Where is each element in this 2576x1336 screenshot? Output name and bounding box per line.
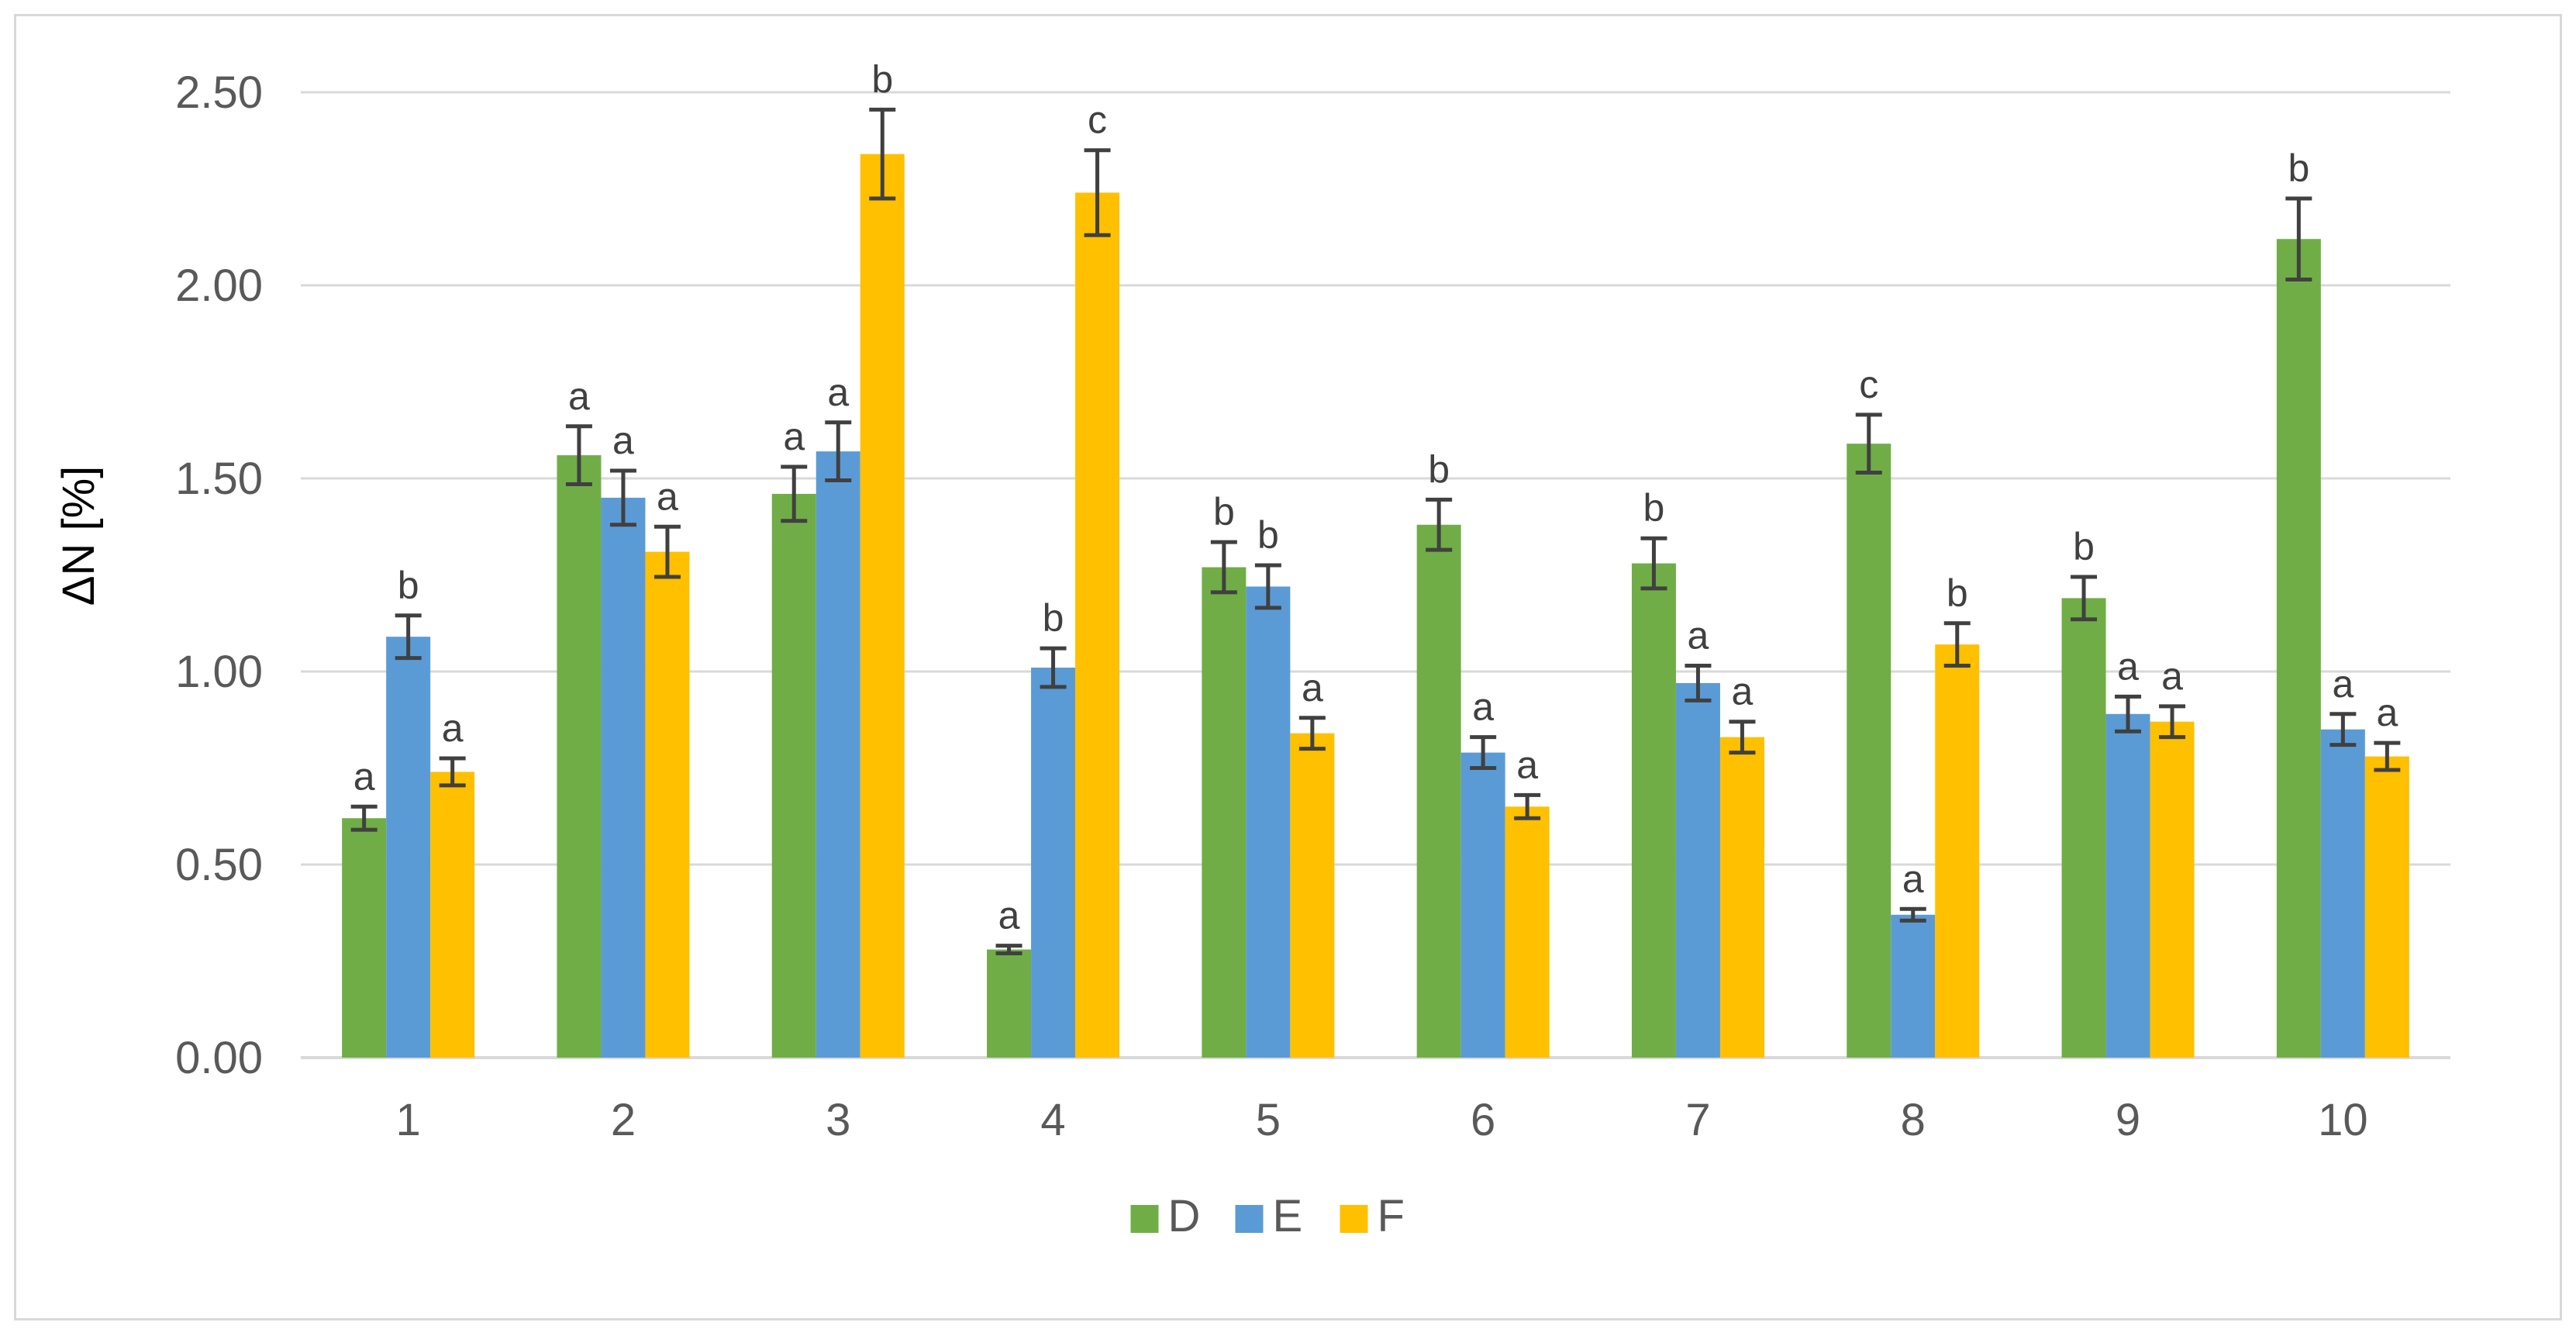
significance-label: b — [1947, 571, 1968, 615]
significance-label: b — [1428, 447, 1450, 491]
significance-label: b — [1043, 596, 1064, 640]
chart-frame: ΔN [%] 0.00 0.50 1.00 1.50 2.00 2.50 a b a 1 a a a 2 a… — [14, 14, 2562, 1320]
legend-label-e: E — [1273, 1191, 1303, 1241]
significance-label: a — [827, 371, 849, 414]
bar-e — [2105, 713, 2150, 1058]
y-tick-label: 1.50 — [175, 454, 263, 504]
chart-area: ΔN [%] 0.000.501.001.502.002.50aba1aaa2a… — [53, 57, 2450, 1241]
significance-label: a — [353, 754, 375, 798]
bar-f — [1075, 192, 1120, 1058]
bar-f — [2364, 756, 2409, 1058]
significance-label: b — [2288, 147, 2309, 190]
significance-label: a — [1688, 614, 1709, 658]
bar-e — [1891, 914, 1936, 1058]
legend-label-d: D — [1168, 1191, 1201, 1241]
bar-d — [1202, 567, 1247, 1058]
y-tick-label: 2.00 — [175, 261, 263, 311]
x-tick-label: 7 — [1685, 1095, 1710, 1145]
bar-d — [1847, 444, 1891, 1058]
bar-f — [860, 154, 905, 1058]
significance-label: a — [2332, 662, 2354, 706]
significance-label: c — [1859, 363, 1878, 406]
significance-label: a — [783, 415, 805, 458]
bar-d — [771, 493, 816, 1058]
x-tick-label: 3 — [826, 1095, 850, 1145]
significance-label: a — [1472, 685, 1494, 729]
y-axis-title: ΔN [%] — [53, 466, 104, 606]
bar-f — [1290, 733, 1335, 1058]
y-tick-label: 2.50 — [175, 67, 263, 118]
x-tick-label: 5 — [1256, 1095, 1281, 1145]
significance-label: a — [2161, 654, 2183, 698]
bar-d — [987, 949, 1032, 1058]
significance-label: a — [568, 375, 590, 418]
x-tick-label: 10 — [2318, 1095, 2368, 1145]
bar-d — [1416, 524, 1461, 1058]
significance-label: b — [1213, 490, 1235, 533]
significance-label: b — [2073, 525, 2095, 568]
bar-e — [1460, 752, 1505, 1058]
significance-label: a — [2376, 691, 2398, 734]
bar-d — [2061, 598, 2106, 1058]
bar-e — [2320, 729, 2365, 1058]
bar-d — [2276, 239, 2321, 1058]
significance-label: b — [1643, 486, 1665, 530]
significance-label: a — [1302, 666, 1323, 709]
significance-label: b — [1257, 513, 1279, 557]
x-tick-label: 6 — [1471, 1095, 1495, 1145]
significance-label: b — [871, 57, 893, 101]
significance-label: a — [657, 475, 678, 518]
legend-swatch-e — [1235, 1205, 1264, 1233]
bar-d — [557, 455, 602, 1058]
significance-label: a — [612, 419, 634, 462]
significance-label: a — [1516, 743, 1538, 786]
legend-label-f: F — [1378, 1191, 1405, 1241]
bar-f — [430, 772, 475, 1058]
bar-e — [816, 451, 860, 1058]
significance-label: a — [2117, 644, 2139, 688]
bar-e — [1031, 668, 1076, 1058]
x-tick-label: 4 — [1040, 1095, 1065, 1145]
bar-f — [1935, 644, 1980, 1058]
legend-swatch-f — [1340, 1205, 1368, 1233]
bar-d — [1631, 563, 1676, 1058]
bar-f — [1719, 737, 1764, 1058]
bar-e — [601, 497, 646, 1058]
x-tick-label: 2 — [611, 1095, 636, 1145]
bar-f — [1505, 806, 1550, 1058]
bar-e — [1675, 682, 1720, 1058]
bar-d — [342, 818, 387, 1058]
significance-label: a — [442, 706, 464, 750]
significance-label: a — [998, 894, 1020, 937]
x-tick-label: 9 — [2116, 1095, 2140, 1145]
significance-label: c — [1088, 98, 1107, 142]
x-tick-label: 1 — [396, 1095, 421, 1145]
bar-e — [1246, 586, 1291, 1058]
y-tick-label: 0.00 — [175, 1033, 263, 1083]
y-tick-label: 0.50 — [175, 840, 263, 890]
bar-f — [2150, 721, 2195, 1058]
y-tick-label: 1.00 — [175, 647, 263, 697]
significance-label: a — [1732, 670, 1754, 713]
legend-swatch-d — [1130, 1205, 1159, 1233]
bar-e — [386, 637, 431, 1058]
x-tick-label: 8 — [1901, 1095, 1926, 1145]
bar-f — [645, 551, 690, 1058]
significance-label: a — [1902, 857, 1924, 900]
significance-label: b — [398, 564, 419, 607]
